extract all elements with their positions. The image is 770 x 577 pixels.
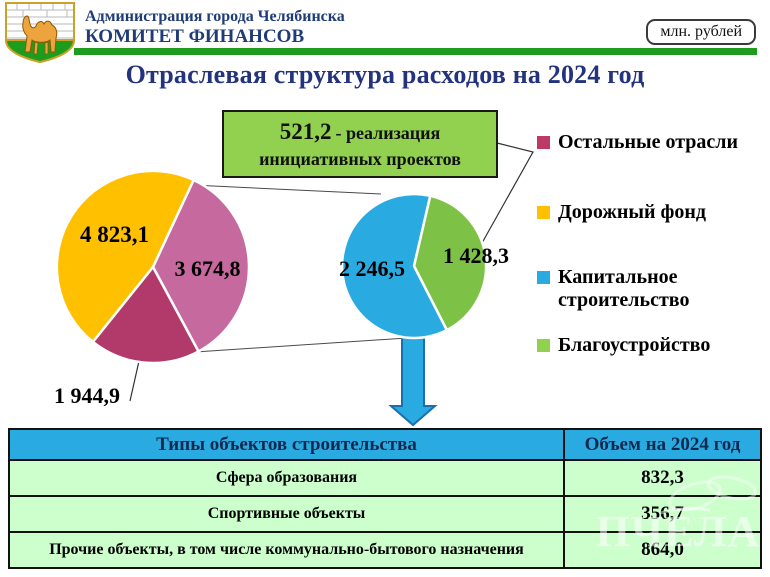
org-department: КОМИТЕТ ФИНАНСОВ (85, 26, 305, 48)
construction-types-table: Типы объектов строительства Объем на 202… (8, 428, 762, 569)
main-pie (55, 169, 251, 365)
pie-slice-breakdown-pie-1 (340, 192, 449, 340)
cell-value: 356,7 (563, 495, 762, 533)
units-badge: млн. рублей (646, 19, 756, 45)
table-header-types: Типы объектов строительства (8, 428, 565, 461)
table-row: Спортивные объекты 356,7 (8, 495, 762, 533)
pie-value-other-sectors: 1 944,9 (54, 383, 120, 408)
legend-item-improvement: Благоустройство (537, 334, 710, 357)
legend-label: Благоустройство (558, 334, 711, 356)
legend-swatch-capital-construction (537, 271, 550, 284)
initiative-projects-callout: 521,2 - реализация инициативных проектов (222, 110, 498, 178)
pie-slice-breakdown-pie-0 (412, 194, 488, 332)
pie-chart-canvas (55, 142, 534, 427)
cell-label: Прочие объекты, в том числе коммунально-… (8, 531, 565, 569)
pie-slice-main-pie-1 (91, 265, 200, 365)
table-row: Прочие объекты, в том числе коммунально-… (8, 531, 762, 569)
org-header: Администрация города Челябинска КОМИТЕТ … (85, 7, 345, 49)
legend-label: Остальные отрасли (558, 131, 739, 153)
table-header-volume: Объем на 2024 год (563, 428, 762, 461)
down-arrow (388, 331, 438, 427)
camel-icon (22, 15, 58, 55)
pie-slice-main-pie-2 (55, 169, 195, 344)
leader-line-maroon-label (129, 360, 140, 402)
legend-item-road-fund: Дорожный фонд (537, 201, 706, 224)
callout-connector-line (481, 142, 534, 244)
legend-swatch-improvement (537, 339, 550, 352)
pie-value-road-fund: 4 823,1 (80, 222, 149, 247)
legend-label: Дорожный фонд (558, 201, 707, 223)
header-divider-bar (74, 48, 757, 55)
cell-label: Спортивные объекты (8, 495, 565, 533)
legend-item-other-sectors: Остальные отрасли (537, 131, 738, 154)
callout-amount: 521,2 (279, 119, 332, 145)
coat-of-arms-chelyabinsk (5, 2, 75, 63)
org-name: Администрация города Челябинска (85, 8, 345, 25)
cell-value: 832,3 (563, 459, 762, 497)
legend-item-capital-construction: Капитальное строительство (537, 266, 737, 312)
page-title: Отраслевая структура расходов на 2024 го… (125, 60, 645, 89)
table-row: Сфера образования 832,3 (8, 459, 762, 497)
callout-label: - реализация инициативных проектов (259, 123, 461, 170)
connector-line-bottom (194, 337, 408, 353)
legend-swatch-road-fund (537, 206, 550, 219)
table-header-row: Типы объектов строительства Объем на 202… (8, 428, 762, 461)
cell-value: 864,0 (563, 531, 762, 569)
pie-value-improvement: 1 428,3 (443, 243, 509, 268)
connector-line-top (191, 184, 382, 195)
shield-green-base (5, 39, 75, 63)
pie-value-capital-construction: 2 246,5 (339, 256, 405, 281)
cell-label: Сфера образования (8, 459, 565, 497)
breakdown-pie (340, 192, 488, 340)
pie-value-construction-total: 3 674,8 (174, 256, 241, 281)
legend-swatch-other-sectors (537, 136, 550, 149)
pie-slice-main-pie-0 (151, 178, 251, 353)
legend-label: Капитальное строительство (558, 266, 690, 311)
